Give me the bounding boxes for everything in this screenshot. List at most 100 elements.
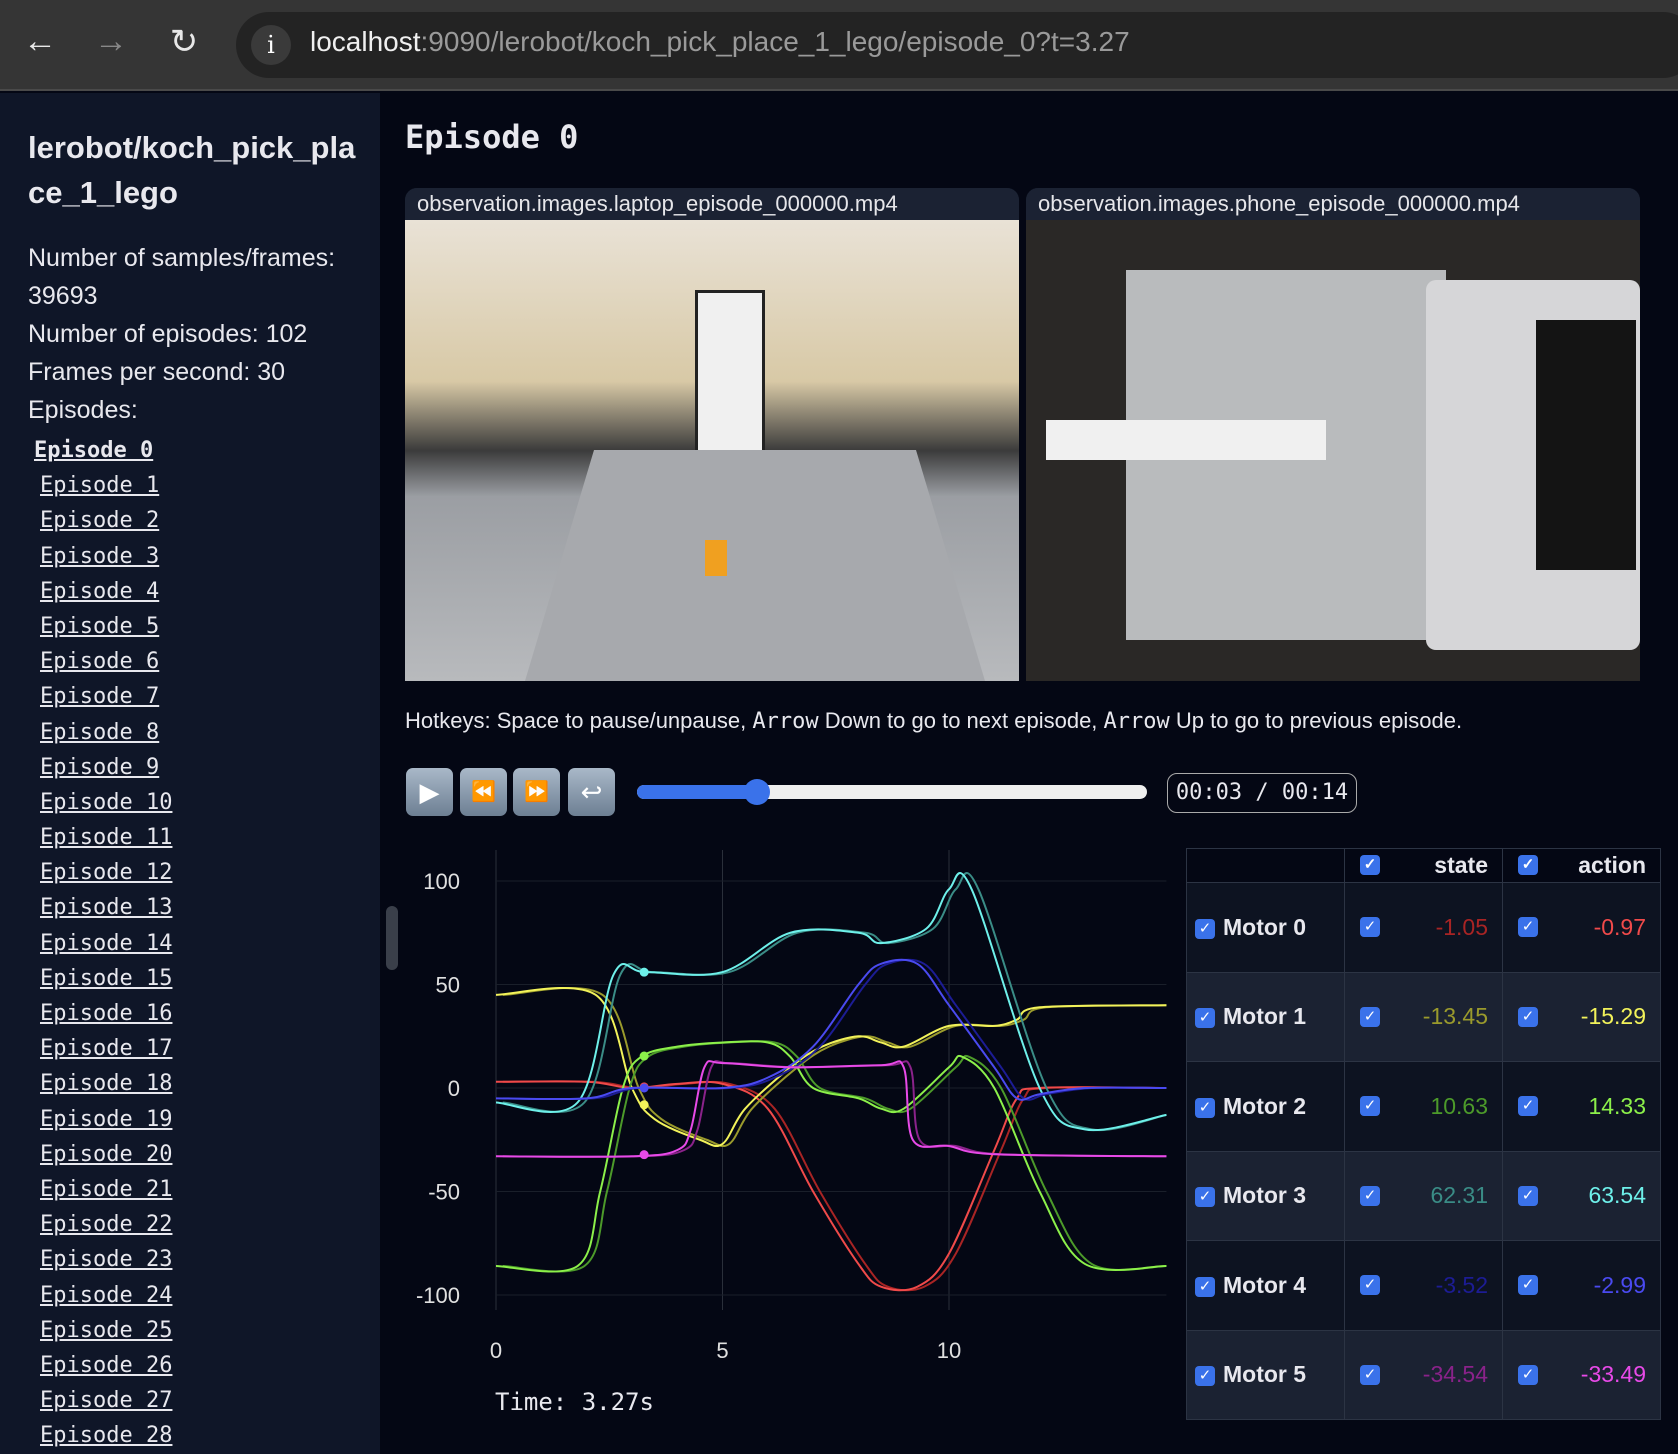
state-line-2 xyxy=(502,1040,1167,1273)
episode-link[interactable]: Episode 19 xyxy=(40,1106,173,1132)
episodes-count: Number of episodes: 102 xyxy=(28,320,308,348)
motor-checkbox[interactable]: ✓ xyxy=(1195,1097,1215,1118)
episode-link[interactable]: Episode 1 xyxy=(40,473,160,499)
episode-link[interactable]: Episode 15 xyxy=(40,965,173,991)
episode-link[interactable]: Episode 3 xyxy=(40,543,160,569)
episode-link[interactable]: Episode 4 xyxy=(40,578,160,604)
fps: Frames per second: 30 xyxy=(28,358,286,386)
action-toggle-checkbox[interactable]: ✓ xyxy=(1518,855,1538,875)
motor-name-cell: ✓ Motor 2 xyxy=(1186,1061,1345,1152)
motor-checkbox[interactable]: ✓ xyxy=(1195,1276,1215,1297)
time-label: Time: 3.27s xyxy=(495,1388,654,1416)
motor-name-cell: ✓ Motor 3 xyxy=(1186,1150,1345,1241)
cursor-point-1 xyxy=(639,1100,649,1110)
motor-name-cell: ✓ Motor 0 xyxy=(1186,882,1345,973)
state-checkbox[interactable]: ✓ xyxy=(1360,1364,1380,1385)
motor-name: Motor 4 xyxy=(1223,1271,1307,1298)
episode-link[interactable]: Episode 17 xyxy=(40,1036,173,1062)
motor-name-cell: ✓ Motor 5 xyxy=(1186,1329,1345,1420)
url-text[interactable]: localhost:9090/lerobot/koch_pick_place_1… xyxy=(310,26,1130,58)
hotkeys-help: Hotkeys: Space to pause/unpause, Arrow D… xyxy=(405,708,1463,734)
episode-link[interactable]: Episode 11 xyxy=(40,825,173,851)
state-cell: ✓ -1.05 xyxy=(1344,882,1503,973)
state-checkbox[interactable]: ✓ xyxy=(1360,1185,1380,1206)
action-cell: ✓ -2.99 xyxy=(1502,1240,1661,1331)
state-checkbox[interactable]: ✓ xyxy=(1360,917,1380,937)
action-checkbox[interactable]: ✓ xyxy=(1518,1364,1538,1385)
episode-link[interactable]: Episode 16 xyxy=(40,1001,173,1026)
state-checkbox[interactable]: ✓ xyxy=(1360,1275,1380,1295)
state-checkbox[interactable]: ✓ xyxy=(1360,1006,1380,1027)
address-bar[interactable]: i localhost:9090/lerobot/koch_pick_place… xyxy=(236,12,1678,78)
back-icon[interactable]: ← xyxy=(23,22,57,60)
info-icon[interactable]: i xyxy=(251,25,291,65)
slider-handle[interactable] xyxy=(743,779,770,805)
episode-link[interactable]: Episode 7 xyxy=(40,684,160,710)
action-line-3 xyxy=(495,872,1167,1132)
episode-link[interactable]: Episode 6 xyxy=(40,649,160,675)
timeline-slider[interactable] xyxy=(637,779,1147,805)
episode-link[interactable]: Episode 12 xyxy=(40,860,173,886)
episode-link[interactable]: Episode 0 xyxy=(34,438,154,463)
motor-chart[interactable]: 100 50 0 -50 -100 0 5 10 xyxy=(405,840,1175,1380)
action-checkbox[interactable]: ✓ xyxy=(1518,917,1538,937)
state-toggle-checkbox[interactable]: ✓ xyxy=(1360,855,1380,875)
episode-link[interactable]: Episode 22 xyxy=(40,1212,173,1238)
episode-link[interactable]: Episode 13 xyxy=(40,895,173,921)
video-laptop[interactable]: observation.images.laptop_episode_000000… xyxy=(405,188,1019,681)
episode-link[interactable]: Episode 21 xyxy=(40,1176,173,1202)
state-value: -3.52 xyxy=(1435,1271,1488,1298)
episode-link[interactable]: Episode 9 xyxy=(40,754,160,780)
action-checkbox[interactable]: ✓ xyxy=(1518,1006,1538,1027)
cursor-point-2 xyxy=(639,1051,649,1061)
motor-checkbox[interactable]: ✓ xyxy=(1195,1008,1215,1029)
episode-link[interactable]: Episode 5 xyxy=(40,613,160,639)
state-checkbox[interactable]: ✓ xyxy=(1360,1096,1380,1116)
motor-name: Motor 5 xyxy=(1223,1361,1307,1388)
action-line-0 xyxy=(495,1080,1167,1292)
episode-link[interactable]: Episode 18 xyxy=(40,1071,173,1097)
forward-icon[interactable]: → xyxy=(94,22,128,60)
motor-checkbox[interactable]: ✓ xyxy=(1195,1187,1215,1208)
action-checkbox[interactable]: ✓ xyxy=(1518,1096,1538,1116)
action-cell: ✓ 14.33 xyxy=(1502,1061,1661,1152)
reload-icon[interactable]: ↻ xyxy=(169,23,199,61)
y-tick-label: 100 xyxy=(423,869,460,894)
episode-link[interactable]: Episode 28 xyxy=(40,1423,173,1449)
table-row: ✓ Motor 1 ✓ -13.45 ✓ -15.29 xyxy=(1186,971,1661,1062)
motor-name-cell: ✓ Motor 1 xyxy=(1186,971,1345,1062)
motor-name: Motor 0 xyxy=(1223,913,1307,940)
episode-link[interactable]: Episode 14 xyxy=(40,930,173,956)
action-value: 63.54 xyxy=(1588,1182,1646,1209)
play-button[interactable]: ▶ xyxy=(406,768,453,816)
episode-link[interactable]: Episode 24 xyxy=(40,1282,173,1308)
action-value: -15.29 xyxy=(1580,1003,1646,1030)
action-checkbox[interactable]: ✓ xyxy=(1518,1185,1538,1206)
episode-link[interactable]: Episode 8 xyxy=(40,719,160,745)
cursor-point-5 xyxy=(639,1150,649,1160)
episode-link[interactable]: Episode 2 xyxy=(40,508,160,534)
motor-checkbox[interactable]: ✓ xyxy=(1195,918,1215,939)
dataset-title: lerobot/koch_pick_place_1_lego xyxy=(28,130,356,210)
state-line-4 xyxy=(502,958,1167,1101)
browser-toolbar: ← → ↻ i localhost:9090/lerobot/koch_pick… xyxy=(0,0,1678,91)
video-phone[interactable]: observation.images.phone_episode_000000.… xyxy=(1026,188,1640,681)
episode-link[interactable]: Episode 10 xyxy=(40,789,173,815)
rewind-button[interactable]: ⏪ xyxy=(460,768,507,816)
sidebar-scrollbar[interactable] xyxy=(386,906,398,970)
action-cell: ✓ 63.54 xyxy=(1502,1150,1661,1241)
episode-link[interactable]: Episode 25 xyxy=(40,1317,173,1343)
loop-button[interactable]: ↩ xyxy=(568,768,615,816)
episode-link[interactable]: Episode 20 xyxy=(40,1141,173,1167)
table-row: ✓ Motor 3 ✓ 62.31 ✓ 63.54 xyxy=(1186,1150,1661,1241)
episode-link[interactable]: Episode 23 xyxy=(40,1247,173,1273)
fast-forward-button[interactable]: ⏩ xyxy=(513,768,560,816)
time-display: 00:03 / 00:14 xyxy=(1167,773,1357,813)
motor-values-table: ✓ state ✓ action ✓ Motor 0 ✓ -1.05 ✓ -0.97 ✓ Mo… xyxy=(1186,848,1661,1420)
state-line-3 xyxy=(502,872,1167,1132)
episode-link[interactable]: Episode 27 xyxy=(40,1388,173,1414)
action-checkbox[interactable]: ✓ xyxy=(1518,1275,1538,1295)
header-action: ✓ action xyxy=(1502,848,1661,883)
motor-checkbox[interactable]: ✓ xyxy=(1195,1366,1215,1387)
episode-link[interactable]: Episode 26 xyxy=(40,1352,173,1378)
